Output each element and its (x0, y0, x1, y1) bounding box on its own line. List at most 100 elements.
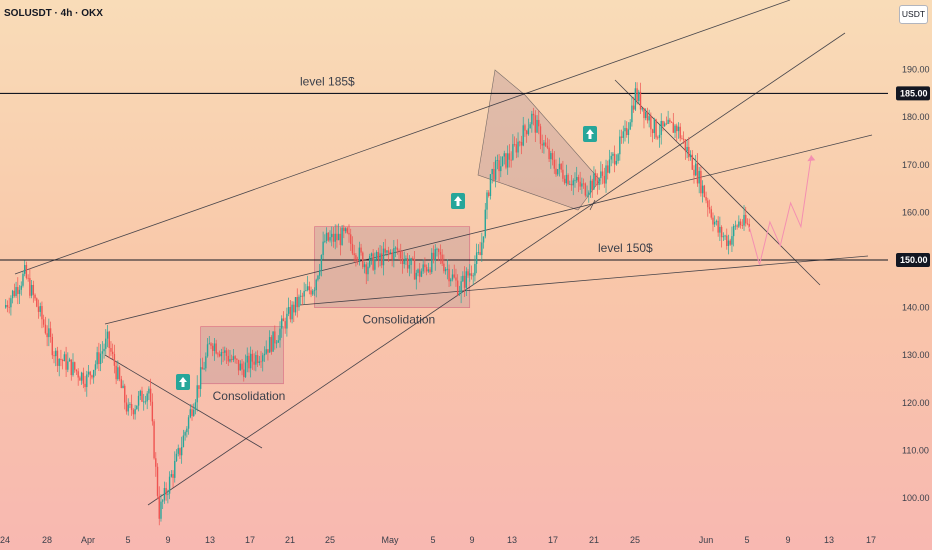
candle-body (305, 290, 307, 291)
y-tick-label: 130.00 (902, 350, 930, 360)
candle-body (705, 197, 707, 201)
candle-body (105, 338, 107, 349)
candle-body (596, 180, 599, 185)
candle-body (350, 234, 352, 244)
x-tick-label: 9 (785, 535, 790, 545)
candle-body (419, 269, 421, 277)
candle-body (627, 129, 630, 136)
candle-body (726, 235, 728, 246)
candle-body (336, 233, 338, 241)
candle-body (205, 356, 207, 369)
candle-body (51, 337, 53, 356)
candle-body (686, 146, 688, 152)
candle-body (410, 258, 412, 265)
candle-body (155, 458, 157, 467)
candle-body (168, 476, 171, 494)
candle-body (420, 271, 423, 277)
candle-body (379, 253, 381, 260)
candle-body (60, 358, 62, 360)
candle-body (268, 337, 271, 353)
currency-unit-button[interactable]: USDT (899, 5, 928, 24)
candle-body (270, 337, 273, 352)
candle-body (648, 116, 650, 121)
candle-body (474, 263, 476, 276)
candle-body (249, 353, 252, 369)
candle-body (99, 353, 102, 365)
candle-body (520, 141, 523, 146)
candle-body (567, 174, 569, 185)
candle-body (396, 247, 398, 251)
candle-body (462, 275, 464, 282)
candle-body (695, 163, 697, 176)
candle-body (196, 385, 198, 403)
candle-body (130, 404, 133, 410)
candle-body (707, 200, 709, 208)
candle-body (291, 304, 293, 320)
x-tick-label: Jun (699, 535, 714, 545)
candle-body (53, 355, 55, 357)
candle-body (103, 348, 105, 352)
candle-body (532, 113, 535, 116)
candle-body (253, 361, 255, 365)
candle-body (63, 354, 66, 362)
candle-body (293, 304, 295, 313)
candle-body (714, 221, 716, 225)
candle-body (405, 258, 407, 261)
candle-body (507, 153, 509, 168)
candle-body (451, 274, 454, 280)
candle-body (353, 253, 355, 256)
candle-body (641, 108, 643, 110)
x-tick-label: 17 (245, 535, 255, 545)
candle-body (115, 365, 117, 380)
candle-body (82, 372, 85, 384)
candle-body (163, 488, 166, 501)
candle-body (700, 170, 702, 194)
candle-body (722, 236, 725, 238)
candle-body (501, 156, 504, 167)
candle-body (417, 269, 419, 273)
candle-body (75, 369, 78, 372)
candle-body (603, 175, 605, 184)
candle-body (212, 345, 214, 351)
candle-body (748, 224, 750, 228)
y-tick-label: 140.00 (902, 303, 930, 313)
candle-body (657, 137, 659, 139)
candle-body (124, 385, 126, 403)
candle-body (365, 264, 367, 275)
candle-body (458, 293, 461, 295)
candle-body (225, 350, 228, 356)
candle-body (61, 359, 64, 362)
candle-body (544, 142, 547, 146)
candle-body (576, 177, 578, 181)
candle-body (24, 265, 26, 274)
candle-body (550, 153, 552, 160)
candle-body (358, 247, 361, 261)
candle-body (525, 130, 528, 135)
candle-body (231, 359, 233, 361)
candle-body (615, 160, 618, 165)
candle-body (39, 306, 41, 312)
symbol-title[interactable]: SOLUSDT · 4h · OKX (4, 8, 103, 19)
candle-body (498, 160, 500, 172)
candle-body (489, 174, 492, 196)
candle-body (500, 166, 502, 172)
candle-body (18, 289, 21, 294)
candle-body (343, 227, 345, 232)
candle-body (120, 379, 122, 388)
candle-body (351, 243, 354, 254)
candle-body (49, 328, 52, 338)
candle-body (72, 362, 74, 376)
candle-body (408, 264, 411, 269)
candle-body (344, 228, 347, 232)
candle-body (91, 375, 93, 378)
candle-body (594, 173, 597, 181)
candle-body (746, 223, 749, 225)
x-tick-label: 9 (165, 535, 170, 545)
candle-body (738, 221, 740, 227)
candle-body (144, 401, 147, 403)
candle-body (710, 209, 712, 218)
candle-body (701, 185, 704, 194)
candle-body (741, 225, 743, 226)
